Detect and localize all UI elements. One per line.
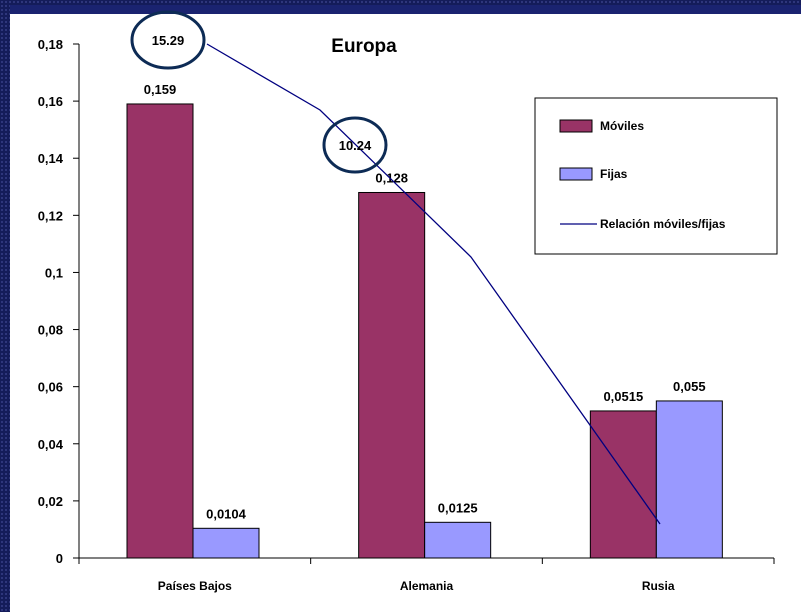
bar-fijas	[655, 400, 723, 559]
bar-data-label: 0,159	[144, 82, 177, 97]
annotation-circle	[322, 116, 388, 174]
y-tick-label: 0,06	[38, 380, 63, 395]
y-tick-label: 0,1	[45, 265, 63, 280]
bar-fijas	[192, 527, 260, 559]
bar-fijas	[424, 521, 492, 559]
y-tick-label: 0,16	[38, 94, 63, 109]
bar-data-label: 0,0104	[206, 506, 247, 521]
ratio-line	[206, 43, 661, 525]
bar-data-label: 0,128	[375, 170, 408, 185]
x-category-label: Rusia	[642, 579, 675, 593]
bar-data-label: 0,055	[673, 379, 706, 394]
annotation-circle	[130, 10, 206, 70]
x-category-label: Países Bajos	[158, 579, 232, 593]
y-tick-label: 0,18	[38, 37, 63, 52]
bar-data-label: 0,0125	[438, 500, 478, 515]
y-tick-label: 0,14	[38, 151, 64, 166]
chart-title: Europa	[331, 36, 397, 57]
legend-swatch-fijas	[559, 167, 593, 181]
x-category-label: Alemania	[400, 579, 454, 593]
y-tick-label: 0	[56, 551, 63, 566]
y-tick-label: 0,08	[38, 323, 63, 338]
y-tick-label: 0,02	[38, 494, 63, 509]
y-tick-label: 0,12	[38, 208, 63, 223]
y-tick-label: 0,04	[38, 437, 64, 452]
bar-moviles	[126, 103, 194, 559]
legend-label-fijas: Fijas	[600, 167, 628, 181]
bar-moviles	[358, 191, 426, 559]
legend-swatch-moviles	[559, 119, 593, 133]
annotation-label: 15.29	[152, 33, 185, 48]
slide-top-strip	[10, 5, 801, 14]
legend-label-ratio: Relación móviles/fijas	[600, 217, 726, 231]
legend-label-moviles: Móviles	[600, 119, 644, 133]
bar-data-label: 0,0515	[603, 389, 643, 404]
bar-moviles	[589, 410, 657, 559]
annotation-label: 10.24	[339, 138, 372, 153]
